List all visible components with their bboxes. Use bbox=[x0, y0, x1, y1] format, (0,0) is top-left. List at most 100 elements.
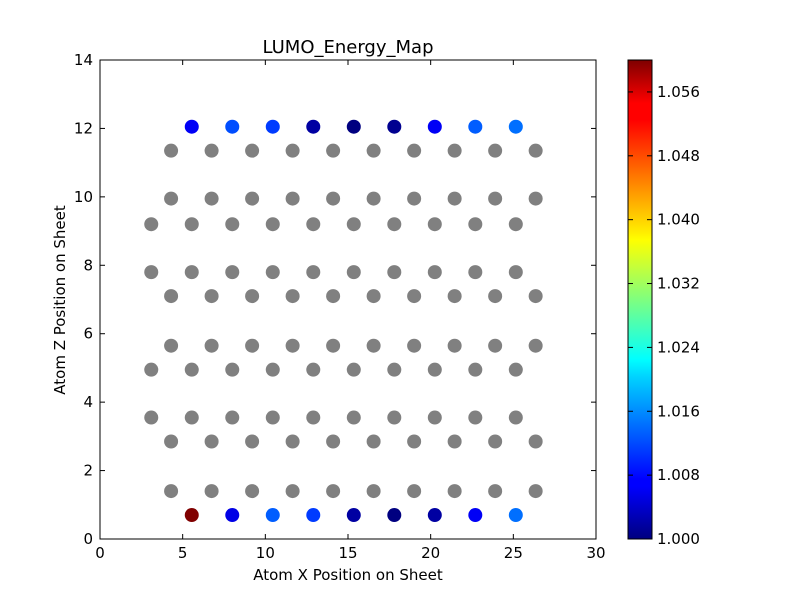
atom-point-neutral bbox=[306, 265, 321, 280]
atom-point-neutral bbox=[225, 217, 240, 232]
colorbar-tick-label: 1.048 bbox=[657, 147, 700, 165]
colorbar-gradient bbox=[627, 59, 653, 540]
atom-point-neutral bbox=[508, 362, 523, 377]
atom-point-colored bbox=[184, 119, 199, 134]
y-axis-label: Atom Z Position on Sheet bbox=[51, 205, 69, 395]
atom-point-neutral bbox=[265, 362, 280, 377]
atom-point-colored bbox=[387, 508, 402, 523]
atom-point-neutral bbox=[164, 484, 179, 499]
atom-point-neutral bbox=[407, 191, 422, 206]
atom-point-neutral bbox=[468, 410, 483, 425]
atom-point-neutral bbox=[285, 191, 300, 206]
atom-point-neutral bbox=[265, 410, 280, 425]
atom-point-neutral bbox=[265, 265, 280, 280]
atom-point-neutral bbox=[204, 484, 219, 499]
atom-point-neutral bbox=[245, 434, 260, 449]
atom-point-neutral bbox=[346, 217, 361, 232]
colorbar-ticks: 1.000 1.008 1.016 1.024 1.032 1.040 1.048 1.056 bbox=[628, 83, 700, 548]
x-tick-label: 10 bbox=[256, 544, 275, 562]
atom-point-neutral bbox=[508, 410, 523, 425]
atom-point-neutral bbox=[387, 410, 402, 425]
atom-point-neutral bbox=[488, 338, 503, 353]
atom-point-colored bbox=[184, 508, 199, 523]
y-axis: 0 2 4 6 8 10 12 14 bbox=[74, 51, 596, 548]
atom-point-neutral bbox=[447, 338, 462, 353]
atom-point-neutral bbox=[164, 289, 179, 304]
atom-point-neutral bbox=[407, 434, 422, 449]
atom-point-neutral bbox=[528, 484, 543, 499]
atom-point-neutral bbox=[144, 217, 159, 232]
atom-point-neutral bbox=[488, 434, 503, 449]
atom-point-neutral bbox=[184, 410, 199, 425]
atom-point-neutral bbox=[528, 143, 543, 158]
atom-point-colored bbox=[427, 508, 442, 523]
atom-point-neutral bbox=[447, 434, 462, 449]
atom-point-neutral bbox=[285, 434, 300, 449]
atom-point-neutral bbox=[407, 289, 422, 304]
atom-point-neutral bbox=[447, 484, 462, 499]
atom-point-neutral bbox=[508, 265, 523, 280]
atom-point-neutral bbox=[245, 191, 260, 206]
atom-point-neutral bbox=[407, 338, 422, 353]
atom-point-neutral bbox=[326, 289, 341, 304]
x-tick-label: 25 bbox=[504, 544, 523, 562]
atom-point-neutral bbox=[164, 191, 179, 206]
atom-point-neutral bbox=[488, 289, 503, 304]
atom-point-neutral bbox=[225, 362, 240, 377]
x-tick-label: 30 bbox=[586, 544, 605, 562]
y-tick-label: 12 bbox=[74, 119, 93, 137]
atom-point-colored bbox=[427, 119, 442, 134]
atom-point-neutral bbox=[346, 410, 361, 425]
atom-point-neutral bbox=[488, 191, 503, 206]
atom-point-colored bbox=[468, 508, 483, 523]
atom-point-neutral bbox=[184, 217, 199, 232]
atom-point-colored bbox=[265, 119, 280, 134]
atom-point-neutral bbox=[346, 265, 361, 280]
y-tick-label: 2 bbox=[83, 462, 93, 480]
atom-point-neutral bbox=[366, 484, 381, 499]
atom-point-colored bbox=[387, 119, 402, 134]
atom-point-neutral bbox=[447, 143, 462, 158]
atom-point-neutral bbox=[225, 410, 240, 425]
points-layer bbox=[144, 119, 543, 523]
atom-point-neutral bbox=[427, 362, 442, 377]
atom-point-colored bbox=[346, 119, 361, 134]
atom-point-neutral bbox=[427, 217, 442, 232]
atom-point-neutral bbox=[184, 265, 199, 280]
atom-point-colored bbox=[508, 508, 523, 523]
atom-point-neutral bbox=[366, 434, 381, 449]
atom-point-neutral bbox=[144, 362, 159, 377]
colorbar-tick-label: 1.032 bbox=[657, 275, 700, 293]
atom-point-neutral bbox=[285, 143, 300, 158]
atom-point-neutral bbox=[447, 289, 462, 304]
atom-point-colored bbox=[225, 119, 240, 134]
y-tick-label: 4 bbox=[83, 393, 93, 411]
atom-point-neutral bbox=[245, 289, 260, 304]
colorbar-tick-label: 1.040 bbox=[657, 211, 700, 229]
atom-point-neutral bbox=[468, 217, 483, 232]
x-tick-label: 0 bbox=[95, 544, 105, 562]
atom-point-neutral bbox=[326, 143, 341, 158]
atom-point-neutral bbox=[285, 289, 300, 304]
atom-point-neutral bbox=[407, 484, 422, 499]
atom-point-neutral bbox=[204, 143, 219, 158]
atom-point-neutral bbox=[184, 362, 199, 377]
atom-point-neutral bbox=[366, 143, 381, 158]
atom-point-neutral bbox=[285, 484, 300, 499]
atom-point-neutral bbox=[245, 338, 260, 353]
colorbar-tick-label: 1.056 bbox=[657, 83, 700, 101]
atom-point-neutral bbox=[468, 265, 483, 280]
colorbar-tick-label: 1.024 bbox=[657, 338, 700, 356]
atom-point-neutral bbox=[225, 265, 240, 280]
x-axis: 0 5 10 15 20 25 30 bbox=[95, 60, 606, 562]
atom-point-neutral bbox=[164, 143, 179, 158]
atom-point-neutral bbox=[306, 410, 321, 425]
atom-point-neutral bbox=[285, 338, 300, 353]
atom-point-neutral bbox=[366, 338, 381, 353]
atom-point-colored bbox=[306, 508, 321, 523]
x-tick-label: 20 bbox=[421, 544, 440, 562]
atom-point-colored bbox=[508, 119, 523, 134]
atom-point-neutral bbox=[387, 217, 402, 232]
y-tick-label: 8 bbox=[83, 256, 93, 274]
